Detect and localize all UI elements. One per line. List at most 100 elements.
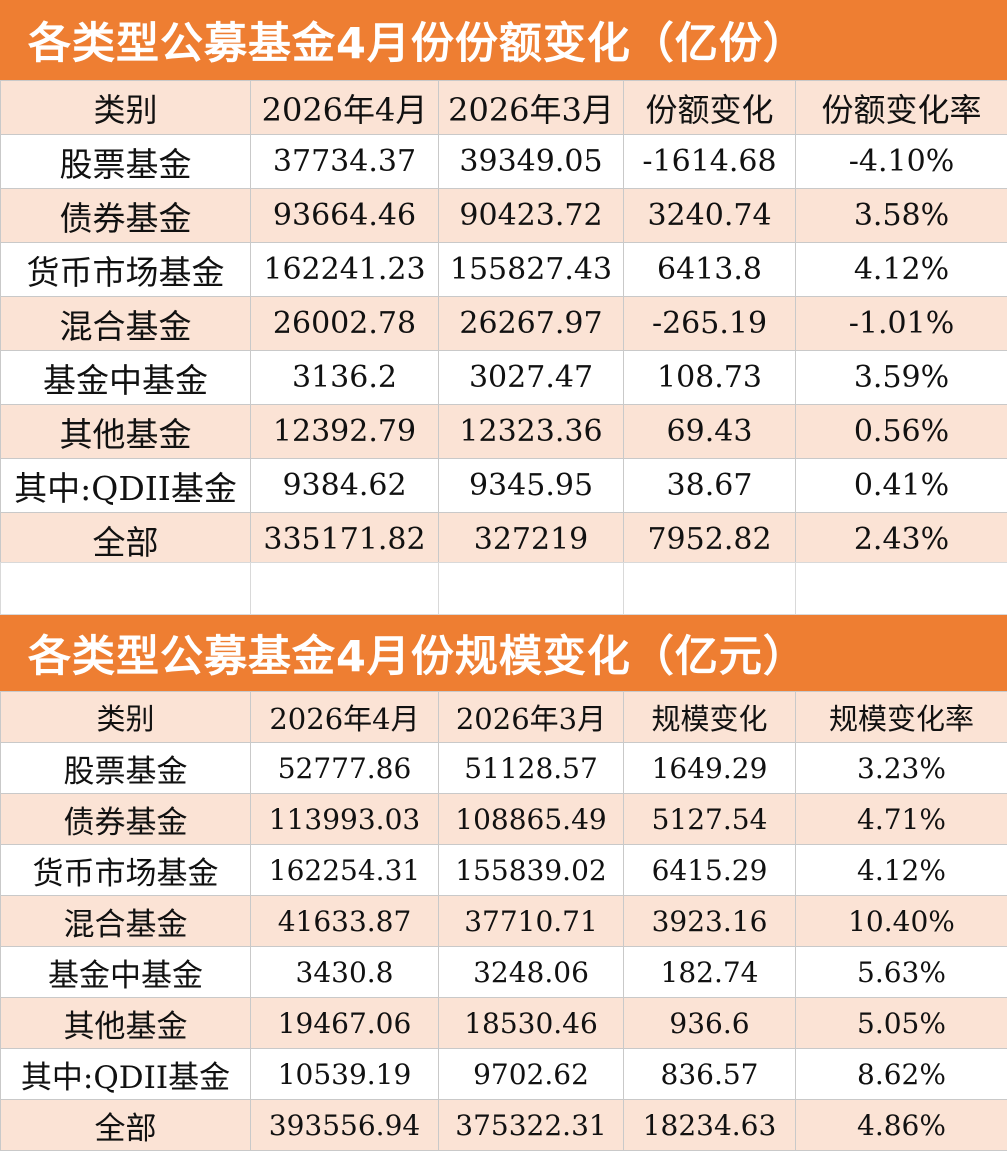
- category-cell: 全部: [0, 1099, 251, 1151]
- table-row: 混合基金 26002.78 26267.97 -265.19 -1.01%: [0, 296, 1007, 351]
- table-row: 其他基金 19467.06 18530.46 936.6 5.05%: [0, 997, 1007, 1049]
- value-cell: 93664.46: [250, 188, 439, 243]
- value-cell: 162254.31: [250, 844, 439, 896]
- category-cell: 混合基金: [0, 296, 251, 351]
- value-cell: 19467.06: [250, 997, 439, 1049]
- value-cell: 6415.29: [623, 844, 796, 896]
- value-cell: 3.23%: [795, 742, 1007, 794]
- column-header: 2026年4月: [250, 691, 439, 743]
- share-change-title: 各类型公募基金4月份份额变化（亿份）: [0, 0, 1007, 80]
- value-cell: 5127.54: [623, 793, 796, 845]
- value-cell: 10.40%: [795, 895, 1007, 947]
- column-header: 份额变化: [623, 80, 796, 135]
- category-cell: 混合基金: [0, 895, 251, 947]
- empty-cell: [623, 562, 796, 615]
- value-cell: 38.67: [623, 458, 796, 513]
- value-cell: 9702.62: [438, 1048, 624, 1100]
- value-cell: 6413.8: [623, 242, 796, 297]
- value-cell: 3136.2: [250, 350, 439, 405]
- value-cell: 3923.16: [623, 895, 796, 947]
- value-cell: 836.57: [623, 1048, 796, 1100]
- value-cell: -265.19: [623, 296, 796, 351]
- value-cell: 0.56%: [795, 404, 1007, 459]
- value-cell: 375322.31: [438, 1099, 624, 1151]
- value-cell: 5.63%: [795, 946, 1007, 998]
- value-cell: -4.10%: [795, 134, 1007, 189]
- empty-cell: [438, 562, 624, 615]
- column-header: 类别: [0, 80, 251, 135]
- value-cell: 3.58%: [795, 188, 1007, 243]
- category-cell: 其他基金: [0, 997, 251, 1049]
- value-cell: 12323.36: [438, 404, 624, 459]
- column-header: 规模变化率: [795, 691, 1007, 743]
- table-row: 债券基金 93664.46 90423.72 3240.74 3.58%: [0, 188, 1007, 243]
- category-cell: 股票基金: [0, 134, 251, 189]
- category-cell: 其中:QDII基金: [0, 1048, 251, 1100]
- value-cell: 37710.71: [438, 895, 624, 947]
- value-cell: 3.59%: [795, 350, 1007, 405]
- value-cell: 9384.62: [250, 458, 439, 513]
- value-cell: 4.12%: [795, 242, 1007, 297]
- value-cell: 3027.47: [438, 350, 624, 405]
- column-header: 份额变化率: [795, 80, 1007, 135]
- value-cell: -1.01%: [795, 296, 1007, 351]
- table-row: 其中:QDII基金 10539.19 9702.62 836.57 8.62%: [0, 1048, 1007, 1100]
- header-row: 类别 2026年4月 2026年3月 规模变化 规模变化率: [0, 691, 1007, 743]
- value-cell: 3240.74: [623, 188, 796, 243]
- share-change-table: 各类型公募基金4月份份额变化（亿份） 类别 2026年4月 2026年3月 份额变化份…: [0, 0, 1007, 567]
- category-cell: 货币市场基金: [0, 844, 251, 896]
- value-cell: 9345.95: [438, 458, 624, 513]
- table-row: 股票基金 52777.86 51128.57 1649.29 3.23%: [0, 742, 1007, 794]
- value-cell: 26002.78: [250, 296, 439, 351]
- value-cell: 3430.8: [250, 946, 439, 998]
- category-cell: 全部: [0, 512, 251, 567]
- value-cell: 51128.57: [438, 742, 624, 794]
- table-row: 基金中基金 3136.2 3027.47 108.73 3.59%: [0, 350, 1007, 405]
- value-cell: 0.41%: [795, 458, 1007, 513]
- table-row: 全部 335171.82 327219 7952.82 2.43%: [0, 512, 1007, 567]
- value-cell: -1614.68: [623, 134, 796, 189]
- table-row: 基金中基金 3430.8 3248.06 182.74 5.63%: [0, 946, 1007, 998]
- value-cell: 52777.86: [250, 742, 439, 794]
- table-row: 债券基金 113993.03 108865.49 5127.54 4.71%: [0, 793, 1007, 845]
- category-cell: 债券基金: [0, 188, 251, 243]
- value-cell: 18234.63: [623, 1099, 796, 1151]
- value-cell: 3248.06: [438, 946, 624, 998]
- category-cell: 基金中基金: [0, 946, 251, 998]
- value-cell: 10539.19: [250, 1048, 439, 1100]
- value-cell: 7952.82: [623, 512, 796, 567]
- value-cell: 4.71%: [795, 793, 1007, 845]
- empty-cell: [250, 562, 439, 615]
- value-cell: 2.43%: [795, 512, 1007, 567]
- value-cell: 155827.43: [438, 242, 624, 297]
- category-cell: 其中:QDII基金: [0, 458, 251, 513]
- value-cell: 393556.94: [250, 1099, 439, 1151]
- scale-change-table: 各类型公募基金4月份规模变化（亿元） 类别 2026年4月 2026年3月 规模变化规…: [0, 615, 1007, 1151]
- value-cell: 335171.82: [250, 512, 439, 567]
- table-row: 货币市场基金 162254.31 155839.02 6415.29 4.12%: [0, 844, 1007, 896]
- value-cell: 18530.46: [438, 997, 624, 1049]
- table-row: 混合基金 41633.87 37710.71 3923.16 10.40%: [0, 895, 1007, 947]
- value-cell: 327219: [438, 512, 624, 567]
- value-cell: 162241.23: [250, 242, 439, 297]
- category-cell: 基金中基金: [0, 350, 251, 405]
- header-row: 类别 2026年4月 2026年3月 份额变化 份额变化率: [0, 80, 1007, 135]
- category-cell: 其他基金: [0, 404, 251, 459]
- category-cell: 债券基金: [0, 793, 251, 845]
- table-row: 全部 393556.94 375322.31 18234.63 4.86%: [0, 1099, 1007, 1151]
- value-cell: 26267.97: [438, 296, 624, 351]
- value-cell: 12392.79: [250, 404, 439, 459]
- column-header: 2026年3月: [438, 691, 624, 743]
- table-row: 其他基金 12392.79 12323.36 69.43 0.56%: [0, 404, 1007, 459]
- value-cell: 936.6: [623, 997, 796, 1049]
- value-cell: 4.86%: [795, 1099, 1007, 1151]
- column-header: 类别: [0, 691, 251, 743]
- value-cell: 5.05%: [795, 997, 1007, 1049]
- table-row: 货币市场基金 162241.23 155827.43 6413.8 4.12%: [0, 242, 1007, 297]
- category-cell: 货币市场基金: [0, 242, 251, 297]
- value-cell: 90423.72: [438, 188, 624, 243]
- value-cell: 37734.37: [250, 134, 439, 189]
- category-cell: 股票基金: [0, 742, 251, 794]
- table-row: 其中:QDII基金 9384.62 9345.95 38.67 0.41%: [0, 458, 1007, 513]
- spacer-row: [0, 562, 1007, 615]
